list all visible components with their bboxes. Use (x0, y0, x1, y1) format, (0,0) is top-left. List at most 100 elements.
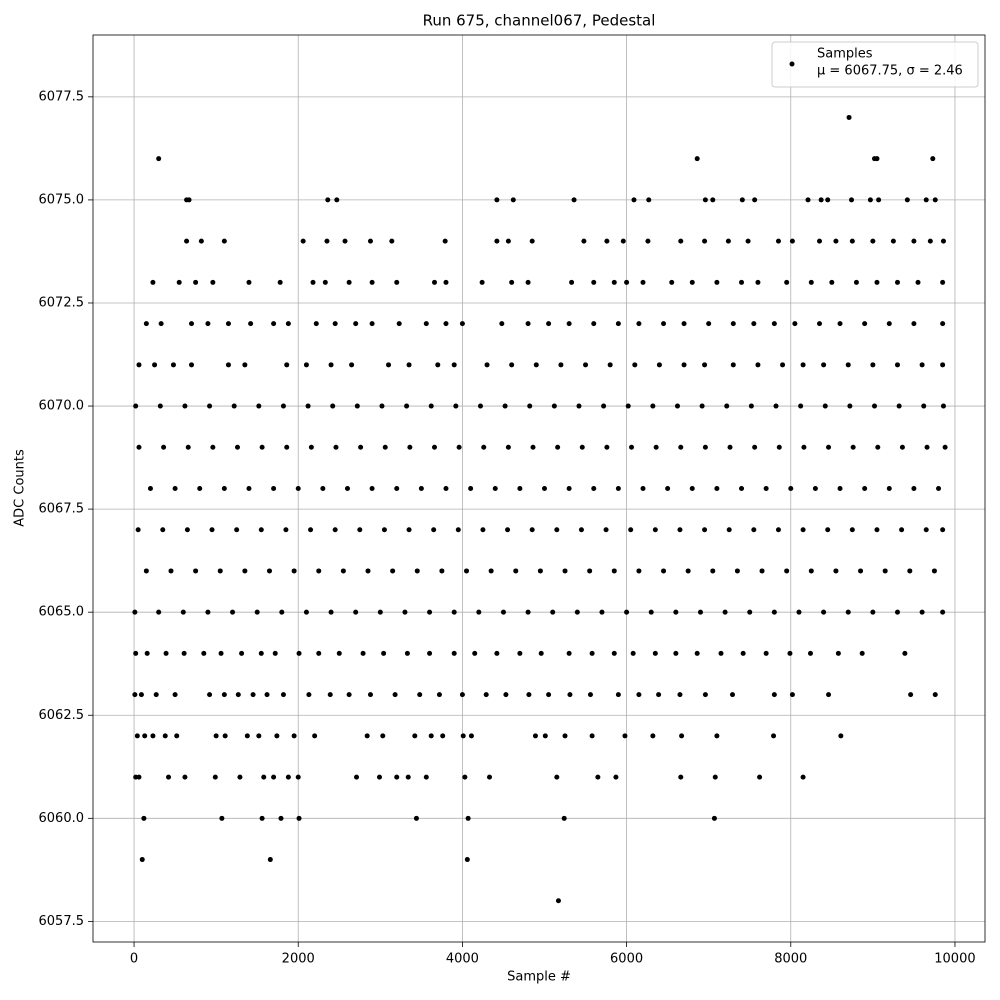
point (771, 321, 777, 327)
point (702, 238, 708, 244)
point (369, 321, 375, 327)
point (740, 650, 746, 656)
point (166, 774, 172, 780)
point (710, 197, 716, 203)
point (576, 403, 582, 409)
point (354, 774, 360, 780)
point (837, 321, 843, 327)
point (207, 692, 213, 698)
point (349, 362, 355, 368)
point (225, 362, 231, 368)
point (555, 444, 561, 450)
point (726, 527, 732, 533)
point (285, 774, 291, 780)
point (546, 692, 552, 698)
point (826, 692, 832, 698)
point (872, 403, 878, 409)
point (677, 527, 683, 533)
point (630, 650, 636, 656)
point (418, 486, 424, 491)
point (589, 733, 595, 739)
point (678, 238, 684, 244)
point (379, 403, 385, 409)
point (406, 362, 412, 368)
point (407, 444, 413, 450)
point (494, 197, 500, 203)
point (157, 403, 163, 409)
point (242, 362, 248, 368)
y-tick-label: 6067.5 (39, 502, 85, 517)
point (239, 650, 245, 656)
point (697, 609, 703, 615)
point (144, 650, 150, 656)
point (833, 568, 839, 574)
point (332, 527, 338, 533)
point (702, 692, 708, 698)
point (186, 197, 192, 203)
point (763, 650, 769, 656)
point (259, 815, 265, 821)
point (185, 444, 191, 450)
point (800, 774, 806, 780)
point (435, 362, 441, 368)
point (689, 279, 695, 285)
point (752, 444, 758, 450)
point (725, 238, 731, 244)
point (427, 650, 433, 656)
point (808, 279, 814, 285)
point (821, 362, 827, 368)
point (280, 403, 286, 409)
point (591, 279, 597, 285)
point (870, 609, 876, 615)
point (567, 692, 573, 698)
point (423, 774, 429, 780)
point (826, 444, 832, 450)
point (711, 815, 717, 821)
point (161, 444, 167, 450)
point (755, 362, 761, 368)
point (931, 568, 937, 574)
point (755, 279, 761, 285)
point (464, 857, 470, 863)
point (862, 321, 868, 327)
point (136, 444, 142, 450)
point (817, 321, 823, 327)
point (902, 650, 908, 656)
point (780, 362, 786, 368)
point (525, 321, 531, 327)
point (340, 568, 346, 574)
point (645, 238, 651, 244)
point (344, 486, 350, 491)
point (367, 692, 373, 698)
point (656, 362, 662, 368)
point (221, 486, 227, 491)
y-tick-label: 6070.0 (39, 399, 85, 414)
point (624, 609, 630, 615)
point (532, 733, 538, 739)
point (266, 568, 272, 574)
point (404, 650, 410, 656)
point (911, 486, 917, 491)
point (748, 403, 754, 409)
point (279, 609, 285, 615)
point (357, 527, 363, 533)
point (940, 609, 946, 615)
point (932, 692, 938, 698)
point (908, 692, 914, 698)
point (846, 114, 852, 120)
point (451, 650, 457, 656)
point (921, 403, 927, 409)
point (940, 527, 946, 533)
point (845, 362, 851, 368)
point (296, 650, 302, 656)
point (494, 238, 500, 244)
point (327, 692, 333, 698)
point (648, 609, 654, 615)
point (160, 527, 166, 533)
point (505, 238, 511, 244)
point (500, 609, 506, 615)
point (615, 321, 621, 327)
point (386, 362, 392, 368)
point (784, 568, 790, 574)
legend-box (771, 41, 979, 88)
